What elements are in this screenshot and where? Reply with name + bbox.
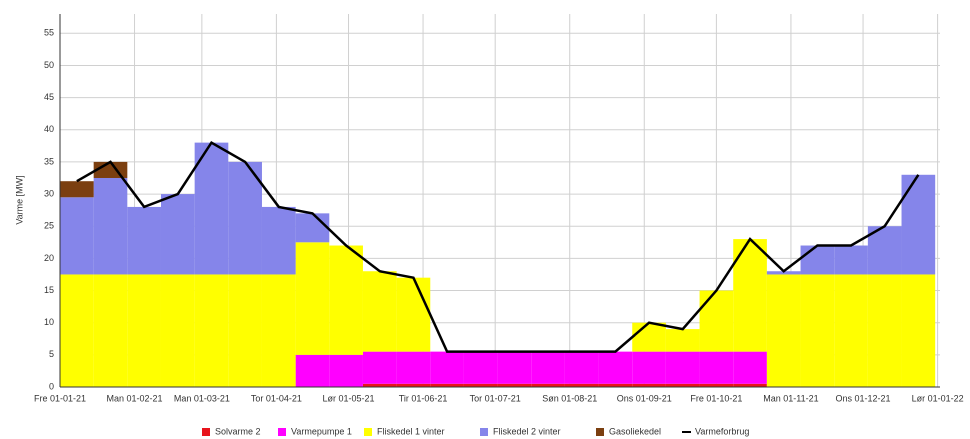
bar-segment (733, 351, 767, 384)
x-tick-label: Fre 01-10-21 (690, 393, 742, 403)
bar-segment (430, 351, 464, 384)
bar-segment (261, 274, 296, 387)
bar-segment (800, 274, 835, 387)
bar-segment (766, 274, 801, 387)
y-tick-label: 5 (49, 349, 54, 359)
bar-segment (60, 181, 94, 198)
y-tick-label: 40 (44, 124, 54, 134)
bar-segment (127, 274, 161, 387)
bar-segment (598, 351, 633, 384)
x-tick-label: Tir 01-06-21 (399, 393, 448, 403)
y-tick-label: 15 (44, 285, 54, 295)
x-tick-label: Tor 01-07-21 (470, 393, 521, 403)
x-tick-label: Ons 01-12-21 (836, 393, 891, 403)
y-tick-label: 55 (44, 28, 54, 38)
bar-segment (665, 351, 700, 384)
bar-segment (329, 354, 363, 387)
bar-segment (800, 245, 835, 275)
bar-segment (396, 351, 431, 384)
bar-segment (362, 351, 397, 384)
bar-segment (295, 354, 330, 387)
bar-segment (665, 383, 700, 387)
x-tick-label: Lør 01-05-21 (323, 393, 375, 403)
bar-segment (261, 206, 296, 275)
bar-segment (463, 351, 498, 384)
y-tick-label: 20 (44, 253, 54, 263)
bar-segment (329, 245, 363, 355)
x-tick-label: Man 01-11-21 (763, 393, 818, 403)
bar-segment (632, 383, 666, 387)
bar-segment (699, 290, 734, 352)
bar-segment (497, 351, 532, 384)
bar-segment (699, 351, 734, 384)
bar-segment (632, 351, 666, 384)
bar-segment (295, 242, 330, 355)
y-tick-label: 0 (49, 381, 54, 391)
y-tick-label: 45 (44, 92, 54, 102)
bar-segment (665, 329, 700, 352)
y-tick-label: 35 (44, 156, 54, 166)
legend-swatch (202, 428, 210, 436)
bar-segment (901, 174, 936, 275)
bar-segment (834, 245, 868, 275)
bar-segment (867, 274, 902, 387)
legend-swatch (278, 428, 286, 436)
bar-segment (362, 383, 397, 387)
x-tick-label: Man 01-02-21 (107, 393, 163, 403)
legend-swatch (596, 428, 604, 436)
bar-segment (127, 206, 161, 275)
bar-segment (733, 383, 767, 387)
line-series (76, 140, 920, 353)
bar-segment (901, 274, 936, 387)
x-tick-label: Lør 01-01-22 (912, 393, 964, 403)
bar-segment (160, 194, 195, 275)
x-tick-label: Fre 01-01-21 (34, 393, 86, 403)
y-tick-label: 10 (44, 317, 54, 327)
bar-segment (463, 383, 498, 387)
bar-segment (632, 322, 666, 352)
x-tick-label: Tor 01-04-21 (251, 393, 302, 403)
bar-segment (834, 274, 868, 387)
legend-label: Varmepumpe 1 (291, 426, 352, 436)
y-axis-label: Varme [MW] (14, 175, 24, 224)
bar-segment (194, 142, 229, 275)
bar-segment (564, 351, 599, 384)
legend-label: Fliskedel 1 vinter (377, 426, 445, 436)
bar-segment (531, 383, 565, 387)
bar-segment (362, 271, 397, 352)
bar-segment (93, 177, 128, 275)
bar-segment (60, 274, 94, 387)
bar-segment (564, 383, 599, 387)
y-tick-label: 25 (44, 221, 54, 231)
bar-segment (60, 197, 94, 275)
bar-segment (867, 226, 902, 275)
x-tick-label: Ons 01-09-21 (617, 393, 672, 403)
legend-swatch (364, 428, 372, 436)
legend-label: Fliskedel 2 vinter (493, 426, 561, 436)
legend-label: Varmeforbrug (695, 426, 749, 436)
bar-segment (497, 383, 532, 387)
bar-segment (430, 383, 464, 387)
y-tick-label: 50 (44, 60, 54, 70)
bar-segment (160, 274, 195, 387)
legend-label: Gasoliekedel (609, 426, 661, 436)
bar-segment (93, 274, 128, 387)
x-tick-label: Søn 01-08-21 (542, 393, 597, 403)
legend-label: Solvarme 2 (215, 426, 261, 436)
bar-segment (295, 213, 330, 243)
bar-segment (699, 383, 734, 387)
x-tick-label: Man 01-03-21 (174, 393, 230, 403)
bar-segment (396, 383, 431, 387)
bar-segment (396, 277, 431, 352)
legend-swatch (480, 428, 488, 436)
bar-segment (228, 274, 262, 387)
bar-segment (598, 383, 633, 387)
bar-segment (228, 161, 262, 275)
bar-segment (531, 351, 565, 384)
y-tick-label: 30 (44, 188, 54, 198)
bar-segment (766, 271, 801, 275)
bar-segment (194, 274, 229, 387)
